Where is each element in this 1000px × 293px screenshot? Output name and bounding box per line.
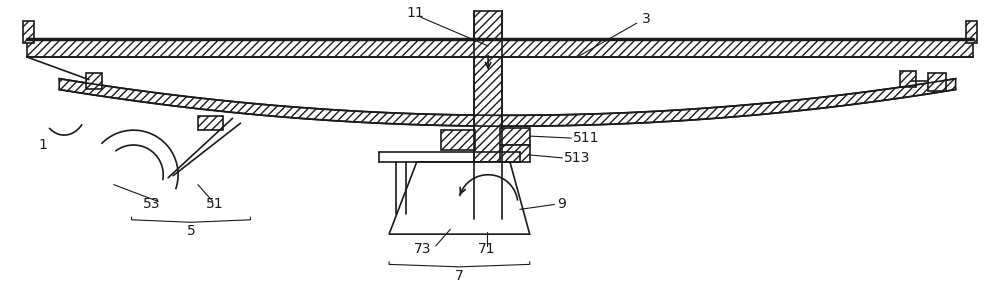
Text: 1: 1 xyxy=(38,138,47,152)
Text: 53: 53 xyxy=(143,197,160,212)
Polygon shape xyxy=(966,21,977,43)
Polygon shape xyxy=(27,39,973,57)
Text: 73: 73 xyxy=(414,242,431,256)
Text: 511: 511 xyxy=(573,131,600,145)
Text: 9: 9 xyxy=(557,197,566,212)
Polygon shape xyxy=(900,71,916,86)
Text: 3: 3 xyxy=(642,12,651,26)
Polygon shape xyxy=(389,162,530,234)
Polygon shape xyxy=(86,73,102,88)
Polygon shape xyxy=(59,79,956,126)
Polygon shape xyxy=(474,57,502,219)
Polygon shape xyxy=(23,21,34,43)
Text: 11: 11 xyxy=(407,6,425,20)
Polygon shape xyxy=(198,116,223,130)
Polygon shape xyxy=(441,130,475,150)
Text: 7: 7 xyxy=(455,269,464,283)
Polygon shape xyxy=(928,73,946,91)
Polygon shape xyxy=(500,128,530,145)
Polygon shape xyxy=(474,11,502,39)
Text: 51: 51 xyxy=(206,197,224,212)
Polygon shape xyxy=(500,145,530,162)
Text: 5: 5 xyxy=(187,224,195,238)
Text: 71: 71 xyxy=(478,242,496,256)
Text: 513: 513 xyxy=(564,151,591,165)
